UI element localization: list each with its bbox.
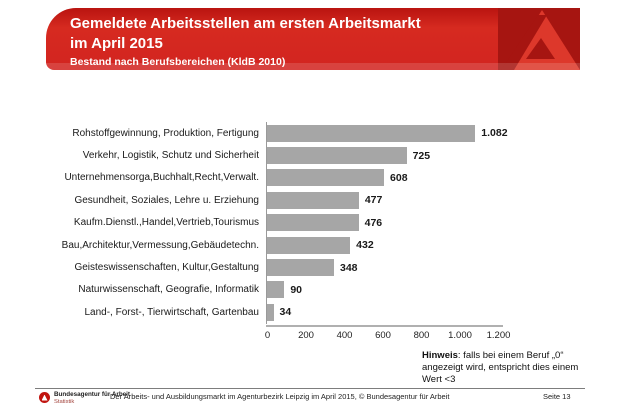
chart-row: Naturwissenschaft, Geografie, Informatik…: [60, 278, 508, 302]
footer-divider: [35, 388, 585, 389]
x-tick-label: 800: [413, 329, 430, 341]
x-tick-label: 1.200: [486, 329, 511, 341]
bar-zone: 432: [266, 233, 374, 257]
category-label: Naturwissenschaft, Geografie, Informatik: [78, 284, 259, 296]
x-tick-label: 600: [375, 329, 391, 341]
page-title-line1: Gemeldete Arbeitsstellen am ersten Arbei…: [70, 15, 421, 32]
value-label: 34: [279, 306, 292, 319]
category-label: Unternehmensorga,Buchhalt,Recht,Verwalt.: [64, 172, 259, 184]
page-title: Gemeldete Arbeitsstellen am ersten Arbei…: [70, 14, 421, 53]
x-tick-label: 400: [336, 329, 353, 341]
bar: [267, 169, 385, 187]
x-axis-ticks: 0 200 400 600 800 1.000 1.200: [264, 327, 511, 341]
note-hinweis: Hinweis: falls bei einem Beruf „0“ angez…: [422, 350, 598, 386]
ba-logo-large-icon: [498, 8, 580, 70]
category-label: Kaufm.Dienstl.,Handel,Vertrieb,Tourismus: [73, 217, 259, 229]
bar: [267, 281, 285, 299]
note-line3: Wert <3: [422, 373, 456, 385]
x-tick-label: 200: [298, 329, 314, 341]
bar-chart: Rohstoffgewinnung, Produktion, Fertigung…: [60, 122, 511, 341]
bar: [267, 147, 407, 165]
bar-zone: 348: [266, 256, 358, 279]
bar-zone: 1.082: [266, 122, 508, 145]
bar: [267, 124, 476, 142]
chart-rows: Rohstoffgewinnung, Produktion, Fertigung…: [60, 122, 508, 324]
chart-row: Verkehr, Logistik, Schutz und Sicherheit…: [60, 144, 508, 167]
footer-source-text: Der Arbeits- und Ausbildungsmarkt im Age…: [110, 392, 450, 401]
x-axis-line: [266, 324, 503, 327]
bar-zone: 34: [266, 301, 292, 324]
bar-zone: 725: [266, 144, 431, 167]
category-label: Bau,Architektur,Vermessung,Gebäudetechn.: [61, 239, 259, 251]
note-line2: angezeigt wird, entspricht dies einem: [422, 361, 579, 373]
value-label: 477: [364, 194, 383, 207]
category-label: Gesundheit, Soziales, Lehre u. Erziehung: [74, 194, 259, 206]
bar: [267, 214, 359, 232]
category-label: Rohstoffgewinnung, Produktion, Fertigung: [72, 127, 259, 139]
footer-logo: Bundesagentur für Arbeit Statistik: [39, 391, 130, 405]
category-label: Verkehr, Logistik, Schutz und Sicherheit: [82, 150, 259, 162]
header-banner: Gemeldete Arbeitsstellen am ersten Arbei…: [46, 8, 580, 70]
category-label: Land-, Forst-, Tierwirtschaft, Gartenbau: [84, 306, 259, 318]
bar-zone: 90: [266, 278, 302, 302]
page-title-line2: im April 2015: [70, 34, 163, 52]
chart-row: Gesundheit, Soziales, Lehre u. Erziehung…: [60, 189, 508, 212]
value-label: 1.082: [481, 127, 508, 140]
footer-logo-title: Bundesagentur für Arbeit: [54, 391, 131, 398]
bar: [267, 191, 359, 209]
header-text-block: Gemeldete Arbeitsstellen am ersten Arbei…: [70, 14, 421, 68]
value-label: 90: [290, 283, 302, 296]
value-label: 348: [339, 261, 358, 274]
bar: [267, 236, 351, 254]
value-label: 608: [390, 171, 408, 184]
page-subtitle: Bestand nach Berufsbereichen (KldB 2010): [70, 56, 286, 68]
x-tick-label: 0: [264, 329, 271, 341]
bar: [267, 303, 274, 321]
chart-row: Kaufm.Dienstl.,Handel,Vertrieb,Tourismus…: [60, 211, 508, 234]
chart-row: Unternehmensorga,Buchhalt,Recht,Verwalt.…: [60, 166, 508, 190]
value-label: 725: [412, 149, 431, 162]
value-label: 432: [356, 239, 374, 252]
footer-logo-subtitle: Statistik: [54, 399, 75, 405]
chart-row: Bau,Architektur,Vermessung,Gebäudetechn.…: [60, 233, 508, 257]
bar-zone: 608: [266, 166, 408, 190]
chart-row: Rohstoffgewinnung, Produktion, Fertigung…: [60, 122, 508, 145]
bar-zone: 477: [266, 189, 383, 212]
note-label: Hinweis: [422, 350, 458, 361]
value-label: 476: [364, 216, 383, 229]
category-label: Geisteswissenschaften, Kultur,Gestaltung: [74, 262, 259, 274]
chart-row: Land-, Forst-, Tierwirtschaft, Gartenbau…: [60, 301, 508, 324]
bar-zone: 476: [266, 211, 383, 234]
bar: [267, 259, 334, 277]
chart-row: Geisteswissenschaften, Kultur,Gestaltung…: [60, 256, 508, 279]
x-tick-label: 1.000: [448, 329, 472, 341]
footer-page-number: Seite 13: [543, 392, 571, 401]
ba-logo-icon: [39, 392, 50, 403]
note-text: : falls bei einem Beruf „0“: [457, 350, 564, 361]
